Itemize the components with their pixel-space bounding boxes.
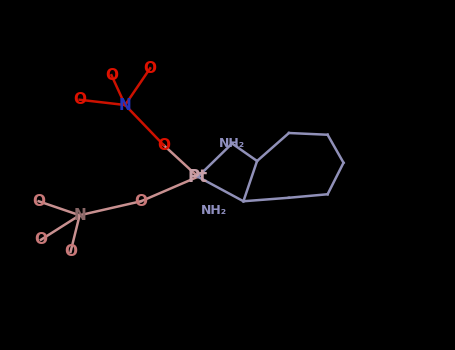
Text: O: O	[135, 194, 147, 209]
Text: N: N	[119, 98, 131, 112]
Text: NH₂: NH₂	[219, 137, 245, 150]
Text: N: N	[73, 208, 86, 223]
Text: Pt: Pt	[188, 168, 208, 186]
Text: O: O	[157, 138, 170, 153]
Text: O: O	[105, 68, 118, 83]
Text: O: O	[73, 92, 86, 107]
Text: O: O	[64, 245, 77, 259]
Text: O: O	[32, 194, 45, 209]
Text: O: O	[144, 61, 157, 76]
Text: NH₂: NH₂	[201, 203, 227, 217]
Text: O: O	[35, 232, 47, 247]
